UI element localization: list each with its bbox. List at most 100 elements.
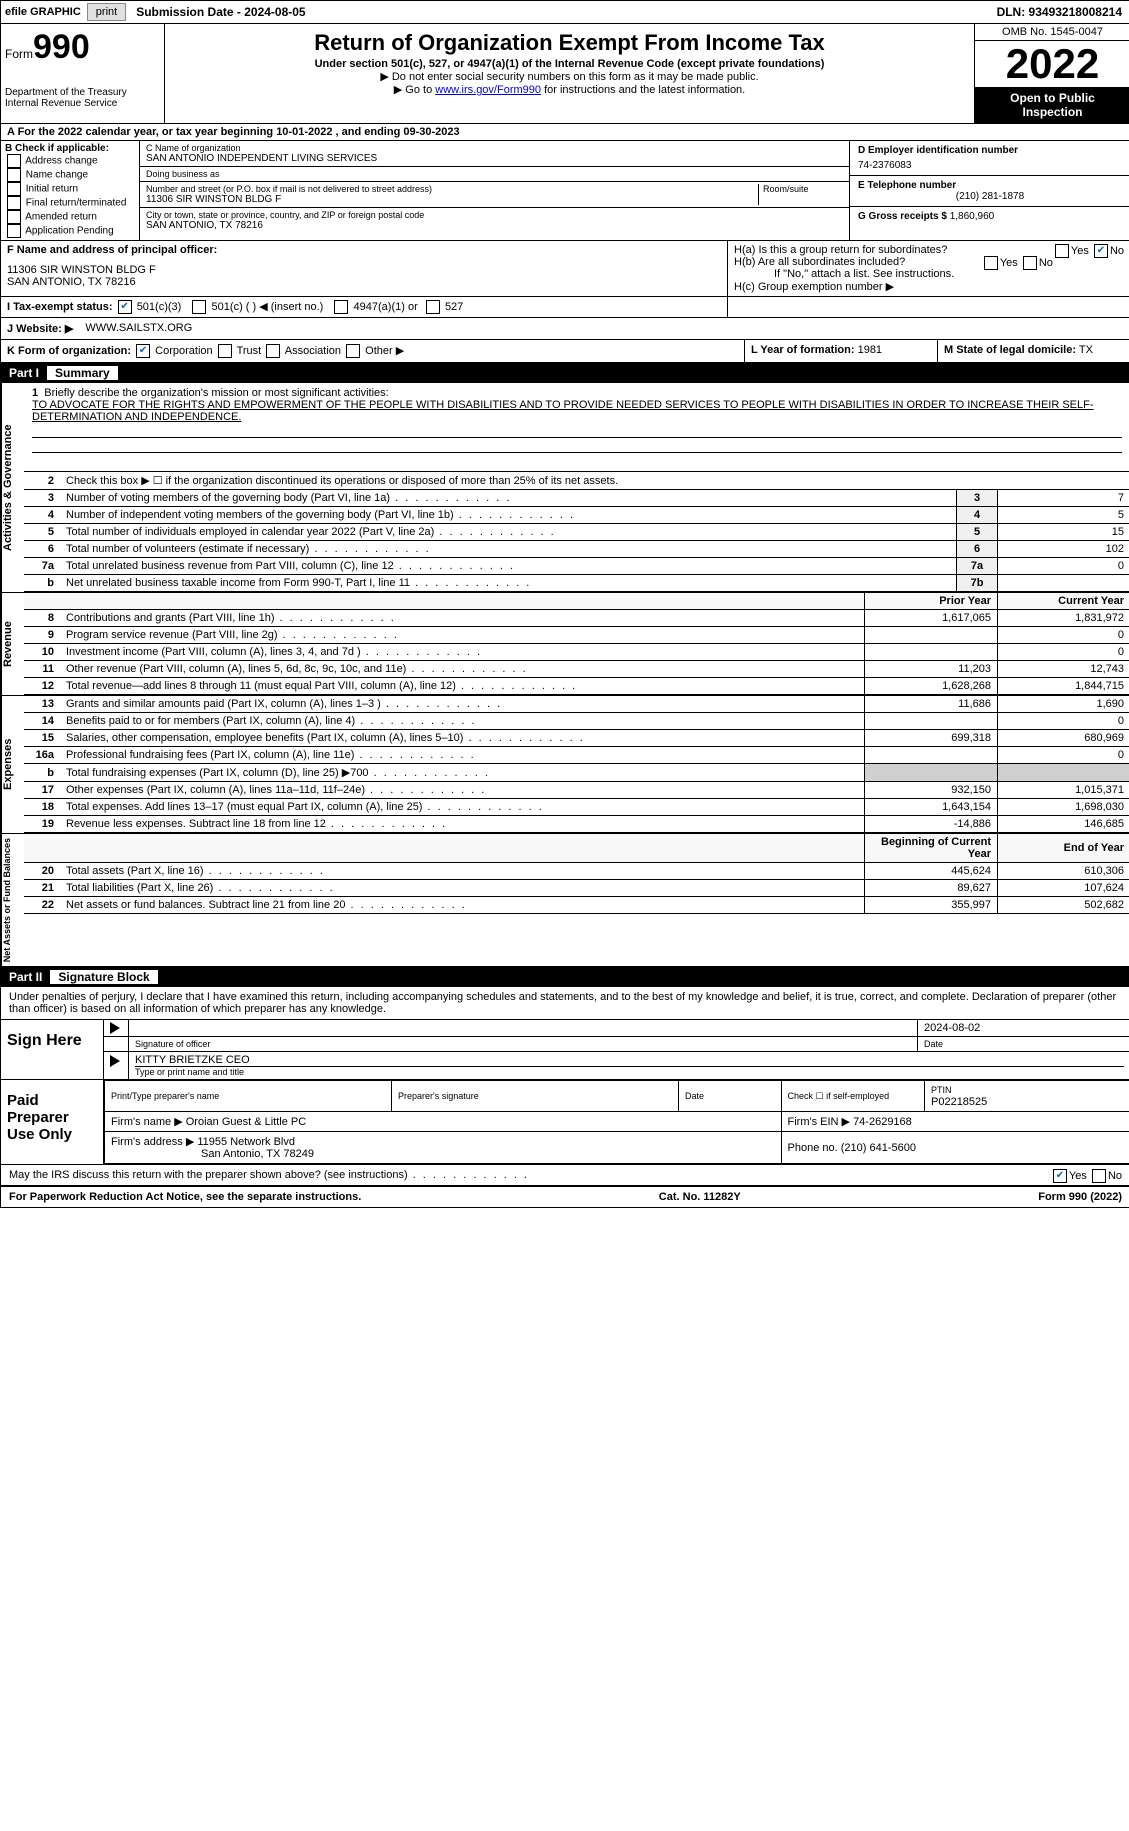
chk-initial-lbl: Initial return <box>26 184 78 195</box>
note-link: ▶ Go to www.irs.gov/Form990 for instruct… <box>169 83 970 96</box>
chk-corp[interactable] <box>136 344 150 358</box>
table-row: 13Grants and similar amounts paid (Part … <box>24 696 1129 713</box>
discuss-yes[interactable] <box>1053 1169 1067 1183</box>
dba-label: Doing business as <box>146 169 843 179</box>
tax-exempt-row: I Tax-exempt status: 501(c)(3) 501(c) ( … <box>1 297 1129 318</box>
firm-ein: 74-2629168 <box>853 1116 912 1128</box>
table-row: 22Net assets or fund balances. Subtract … <box>24 897 1129 914</box>
part2-num: Part II <box>9 970 50 984</box>
chk-address[interactable]: Address change <box>5 154 135 168</box>
chk-501c[interactable] <box>192 300 206 314</box>
f-label: F Name and address of principal officer: <box>7 244 721 256</box>
chk-amended-lbl: Amended return <box>25 212 97 223</box>
part1-header: Part I Summary <box>1 363 1129 383</box>
firm-phone-lbl: Phone no. <box>788 1142 838 1154</box>
opt-501c3: 501(c)(3) <box>137 301 182 313</box>
firm-addr2: San Antonio, TX 78249 <box>111 1148 314 1160</box>
city-state-zip: SAN ANTONIO, TX 78216 <box>146 220 843 231</box>
table-row: 17Other expenses (Part IX, column (A), l… <box>24 782 1129 799</box>
page-footer: For Paperwork Reduction Act Notice, see … <box>1 1187 1129 1207</box>
table-row: 11Other revenue (Part VIII, column (A), … <box>24 661 1129 678</box>
k-label: K Form of organization: <box>7 345 131 357</box>
chk-name[interactable]: Name change <box>5 168 135 182</box>
prep-name-lbl: Print/Type preparer's name <box>111 1091 219 1101</box>
name-title-label: Type or print name and title <box>135 1066 1124 1077</box>
note-ssn: ▶ Do not enter social security numbers o… <box>169 70 970 83</box>
table-row: 18Total expenses. Add lines 13–17 (must … <box>24 799 1129 816</box>
table-row: 8Contributions and grants (Part VIII, li… <box>24 610 1129 627</box>
tab-activities: Activities & Governance <box>1 383 24 592</box>
addr-label: Number and street (or P.O. box if mail i… <box>146 184 758 194</box>
sign-here-label: Sign Here <box>1 1020 104 1079</box>
form-subtitle: Under section 501(c), 527, or 4947(a)(1)… <box>169 58 970 70</box>
submission-date: Submission Date - 2024-08-05 <box>128 5 313 19</box>
header-left: Form990 Department of the Treasury Inter… <box>1 24 165 123</box>
signature-block: Under penalties of perjury, I declare th… <box>1 987 1129 1187</box>
header-center: Return of Organization Exempt From Incom… <box>165 24 974 123</box>
form-label: Form <box>5 47 33 61</box>
activities-governance: Activities & Governance 1 Briefly descri… <box>1 383 1129 593</box>
self-employed-check[interactable]: Check ☐ if self-employed <box>781 1081 925 1112</box>
section-f: F Name and address of principal officer:… <box>1 241 728 296</box>
chk-amended[interactable]: Amended return <box>5 210 135 224</box>
footer-cat: Cat. No. 11282Y <box>659 1191 741 1203</box>
col-beginning: Beginning of Current Year <box>865 834 998 863</box>
part2-title: Signature Block <box>50 970 157 984</box>
chk-501c3[interactable] <box>118 300 132 314</box>
penalty-statement: Under penalties of perjury, I declare th… <box>1 987 1129 1020</box>
irs-link[interactable]: www.irs.gov/Form990 <box>435 84 541 96</box>
note2-suffix: for instructions and the latest informat… <box>541 84 745 96</box>
chk-pending[interactable]: Application Pending <box>5 224 135 238</box>
section-b: B Check if applicable: Address change Na… <box>1 141 140 240</box>
ptin-value: P02218525 <box>931 1096 987 1108</box>
hb-note: If "No," attach a list. See instructions… <box>734 268 1124 280</box>
expenses-table: 13Grants and similar amounts paid (Part … <box>24 696 1129 833</box>
irs-label: Internal Revenue Service <box>5 98 160 109</box>
mission-block: 1 Briefly describe the organization's mi… <box>24 383 1129 472</box>
discuss-text: May the IRS discuss this return with the… <box>9 1169 529 1181</box>
mission-text: TO ADVOCATE FOR THE RIGHTS AND EMPOWERME… <box>32 399 1094 423</box>
footer-left: For Paperwork Reduction Act Notice, see … <box>9 1191 361 1203</box>
table-row: 10Investment income (Part VIII, column (… <box>24 644 1129 661</box>
table-row: 19Revenue less expenses. Subtract line 1… <box>24 816 1129 833</box>
ptin-lbl: PTIN <box>931 1085 952 1095</box>
ein-value: 74-2376083 <box>858 156 1122 171</box>
chk-final[interactable]: Final return/terminated <box>5 196 135 210</box>
sig-officer-label: Signature of officer <box>129 1037 918 1051</box>
website-value: WWW.SAILSTX.ORG <box>79 318 198 339</box>
form-990-page: efile GRAPHIC print Submission Date - 20… <box>0 0 1129 1208</box>
chk-initial[interactable]: Initial return <box>5 182 135 196</box>
opt-other: Other ▶ <box>365 345 404 357</box>
discuss-no[interactable] <box>1092 1169 1106 1183</box>
b-label: B Check if applicable: <box>5 143 135 154</box>
revenue-table: Prior Year Current Year 8Contributions a… <box>24 593 1129 695</box>
opt-527: 527 <box>445 301 463 313</box>
ein-label: D Employer identification number <box>858 145 1122 156</box>
q2: Check this box ▶ ☐ if the organization d… <box>60 472 1129 490</box>
j-label: J Website: ▶ <box>1 318 79 339</box>
street-address: 11306 SIR WINSTON BLDG F <box>146 194 758 205</box>
dept-treasury: Department of the Treasury <box>5 87 160 98</box>
table-row: 21Total liabilities (Part X, line 26)89,… <box>24 880 1129 897</box>
phone-value: (210) 281-1878 <box>858 191 1122 202</box>
chk-trust[interactable] <box>218 344 232 358</box>
table-row: 5Total number of individuals employed in… <box>24 524 1129 541</box>
chk-527[interactable] <box>426 300 440 314</box>
sign-here-row: Sign Here 2024-08-02 Signature of office… <box>1 1020 1129 1080</box>
chk-assoc[interactable] <box>266 344 280 358</box>
sig-date: 2024-08-02 <box>918 1020 1129 1036</box>
part2-header: Part II Signature Block <box>1 967 1129 987</box>
table-row: 4Number of independent voting members of… <box>24 507 1129 524</box>
paid-preparer-label: Paid Preparer Use Only <box>1 1080 104 1164</box>
city-label: City or town, state or province, country… <box>146 210 843 220</box>
chk-other[interactable] <box>346 344 360 358</box>
chk-4947[interactable] <box>334 300 348 314</box>
officer-addr2: SAN ANTONIO, TX 78216 <box>7 276 721 288</box>
officer-addr1: 11306 SIR WINSTON BLDG F <box>7 264 721 276</box>
phone-label: E Telephone number <box>858 180 1122 191</box>
print-button[interactable]: print <box>87 3 126 21</box>
chk-address-lbl: Address change <box>25 156 97 167</box>
footer-right: Form 990 (2022) <box>1038 1191 1122 1203</box>
firm-name-lbl: Firm's name ▶ <box>111 1116 183 1128</box>
part1-num: Part I <box>9 366 47 380</box>
